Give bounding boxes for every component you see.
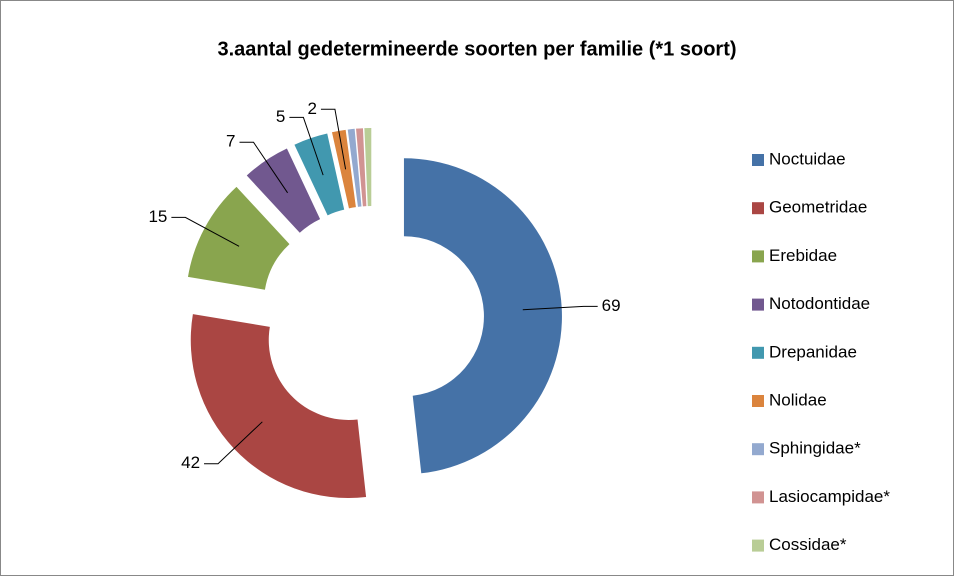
legend-label: Notodontidae [769, 294, 870, 313]
data-label: 7 [226, 132, 235, 151]
donut-slice [356, 128, 367, 207]
donut-slice [347, 128, 362, 207]
legend-label: Drepanidae [769, 342, 857, 361]
donut-slice [190, 314, 367, 498]
data-label: 5 [276, 107, 285, 126]
legend-label: Erebidae [769, 246, 837, 265]
legend-label: Lasiocampidae* [769, 487, 890, 506]
donut-slice [364, 128, 372, 207]
legend-swatch [752, 250, 764, 263]
legend-label: Nolidae [769, 390, 827, 409]
donut-slice [246, 148, 321, 233]
leader-line [522, 305, 598, 311]
data-label: 15 [148, 207, 167, 226]
legend-label: Sphingidae* [769, 439, 861, 458]
legend-label: Noctuidae [769, 149, 846, 168]
legend-swatch [752, 202, 764, 215]
legend-swatch [752, 395, 764, 407]
leader-line [204, 421, 263, 465]
donut-slice [403, 158, 562, 474]
legend-swatch [752, 539, 764, 552]
legend-swatch [752, 443, 764, 456]
donut-slice [294, 133, 345, 216]
legend-swatch [752, 491, 764, 504]
donut-slice [187, 186, 290, 290]
legend-swatch [752, 346, 764, 359]
donut-slice [331, 129, 356, 209]
data-label: 69 [602, 296, 621, 315]
leader-line [289, 116, 324, 176]
leader-line [320, 108, 347, 170]
chart-title: 3.aantal gedetermineerde soorten per fam… [217, 38, 736, 60]
legend-swatch [752, 154, 764, 166]
leader-line [239, 141, 289, 194]
legend-label: Cossidae* [769, 535, 847, 554]
legend-label: Geometridae [769, 198, 867, 217]
data-label: 2 [307, 99, 316, 118]
data-label: 42 [181, 453, 200, 472]
leader-line [171, 216, 240, 247]
legend-swatch [752, 298, 764, 311]
